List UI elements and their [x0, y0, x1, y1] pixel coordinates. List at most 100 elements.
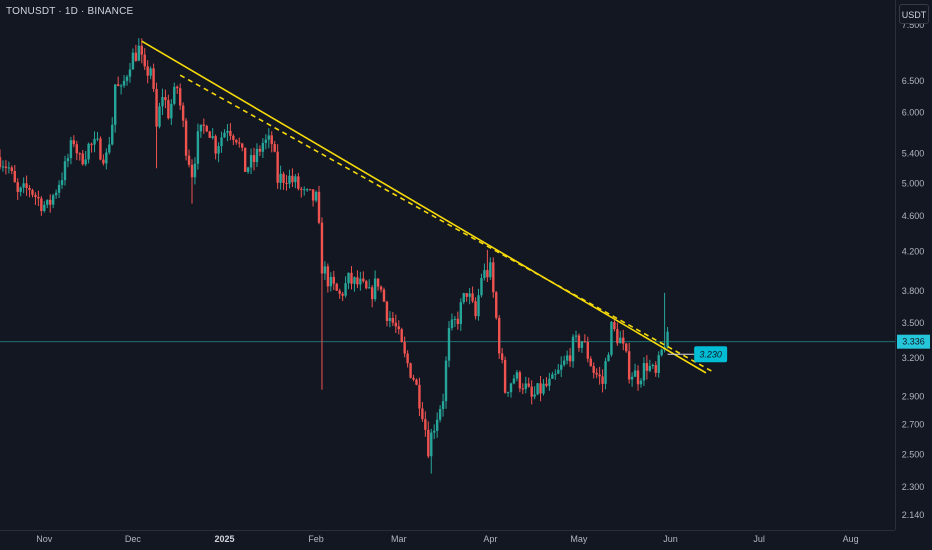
candle-body	[577, 335, 581, 348]
candle-body	[483, 270, 486, 278]
candle-body	[205, 125, 208, 132]
candle-body	[427, 429, 430, 457]
candle-body	[495, 292, 498, 318]
candle-body	[583, 341, 587, 343]
candle-body	[13, 171, 16, 183]
candle-body	[87, 143, 90, 160]
candle-body	[178, 88, 182, 106]
candle-body	[347, 272, 350, 284]
candle-body	[645, 363, 649, 371]
solid-trendline	[141, 40, 707, 374]
candle-body	[565, 355, 569, 361]
price-axis-label: 2.500	[902, 449, 925, 459]
candle-body	[433, 430, 436, 433]
candle-body	[241, 143, 244, 148]
price-axis-label: 6.000	[902, 107, 925, 117]
candle-body	[131, 52, 135, 70]
candle-body	[291, 175, 294, 183]
candle-body	[557, 369, 560, 374]
candle-body	[187, 155, 191, 165]
candle-body	[226, 130, 229, 133]
candle-body	[105, 152, 108, 164]
candle-body	[607, 354, 610, 362]
candle-body	[412, 377, 415, 380]
candle-body	[223, 132, 226, 138]
candle-body	[51, 195, 55, 205]
candle-body	[279, 173, 282, 183]
price-axis-label: 3.500	[902, 318, 925, 328]
candle-body	[25, 183, 28, 188]
price-axis-label: 5.000	[902, 179, 925, 189]
candle-body	[10, 167, 14, 172]
time-axis-label: May	[570, 534, 588, 544]
candle-body	[518, 372, 522, 389]
candle-body	[388, 318, 392, 321]
candle-body	[497, 317, 501, 354]
candle-body	[267, 135, 270, 140]
price-axis-label: 4.200	[902, 247, 925, 257]
candle-body	[595, 372, 598, 375]
candle-body	[341, 293, 344, 296]
candle-body	[604, 361, 607, 384]
candle-body	[181, 105, 185, 121]
candle-body	[161, 97, 164, 107]
price-axis-label: 4.600	[902, 211, 925, 221]
candle-body	[54, 192, 58, 196]
candle-body	[93, 138, 96, 145]
candle-body	[270, 135, 273, 145]
candle-body	[545, 383, 548, 386]
candle-body	[586, 341, 590, 359]
candle-body	[571, 336, 575, 362]
candle-body	[642, 363, 646, 381]
price-axis-label: 3.200	[902, 353, 925, 363]
candle-body	[512, 378, 516, 384]
candle-body	[158, 106, 161, 127]
candle-body	[619, 337, 622, 344]
candle-body	[314, 191, 318, 201]
candle-body	[273, 144, 276, 152]
candle-body	[317, 191, 321, 223]
candle-body	[140, 45, 143, 55]
candle-body	[311, 189, 315, 201]
candle-body	[16, 182, 19, 192]
candle-body	[332, 276, 335, 284]
candle-body	[31, 190, 34, 195]
candle-body	[46, 199, 49, 205]
candle-body	[568, 355, 572, 362]
candle-body	[462, 293, 465, 303]
candle-body	[184, 120, 188, 156]
candle-body	[551, 374, 554, 379]
currency-button[interactable]: USDT	[899, 4, 929, 24]
time-axis-label: Nov	[36, 534, 53, 544]
candle-body	[453, 318, 457, 320]
candle-body	[143, 54, 146, 67]
candle-body	[406, 353, 409, 364]
candle-body	[660, 349, 663, 356]
candle-body	[22, 183, 25, 188]
candle-body	[630, 376, 634, 380]
candle-body	[326, 266, 330, 287]
candle-body	[264, 139, 268, 143]
candle-body	[527, 383, 530, 387]
candle-body	[208, 131, 211, 138]
candle-body	[19, 187, 22, 192]
candle-body	[164, 97, 167, 101]
candle-body	[108, 144, 111, 153]
candle-body	[116, 84, 120, 87]
candle-body	[217, 146, 220, 154]
candle-body	[75, 144, 78, 154]
candle-body	[370, 287, 374, 300]
candle-body	[492, 262, 495, 293]
candle-body	[524, 383, 527, 390]
candle-body	[421, 408, 424, 420]
candle-body	[34, 194, 37, 197]
candle-body	[613, 321, 616, 330]
candle-body	[391, 318, 395, 323]
candle-body	[539, 383, 542, 394]
candle-body	[220, 137, 223, 147]
candle-body	[379, 286, 383, 290]
candle-body	[639, 380, 643, 385]
candle-body	[338, 290, 341, 294]
candle-body	[57, 184, 61, 193]
